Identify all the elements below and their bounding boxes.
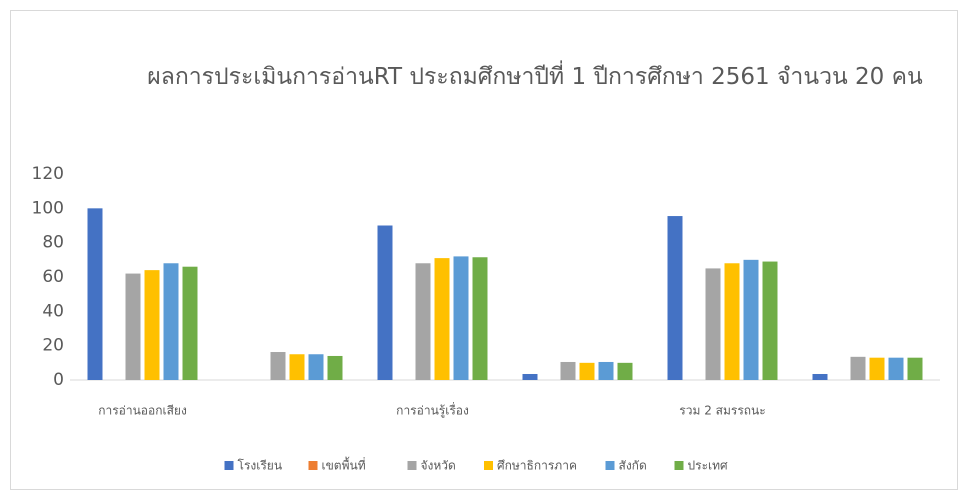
legend-swatch	[484, 461, 493, 470]
legend-label: โรงเรียน	[238, 459, 283, 473]
bar	[888, 357, 904, 380]
bar	[163, 263, 179, 380]
bar	[850, 356, 866, 380]
y-tick-label: 80	[42, 233, 64, 253]
bar	[472, 257, 488, 380]
bar	[453, 256, 469, 380]
bar	[579, 362, 595, 380]
legend-label: เขตพื้นที่	[322, 457, 366, 473]
bar	[724, 263, 740, 380]
bar	[182, 266, 198, 380]
bar	[289, 354, 305, 380]
chart-frame	[10, 10, 958, 490]
legend-swatch	[224, 461, 234, 470]
bar	[415, 263, 431, 380]
bar	[743, 259, 759, 380]
y-tick-label: 120	[32, 164, 64, 184]
x-tick-label: การอ่านออกเสียง	[98, 404, 187, 418]
bar	[762, 261, 778, 380]
bar	[87, 208, 103, 380]
y-tick-label: 40	[42, 301, 64, 321]
bar	[907, 357, 923, 380]
bar	[125, 273, 141, 380]
legend-swatch	[407, 461, 417, 470]
bar	[327, 355, 343, 380]
legend-swatch	[605, 461, 615, 470]
bar	[270, 352, 286, 380]
bar	[617, 362, 633, 380]
legend-swatch	[308, 461, 318, 470]
bar	[377, 225, 393, 380]
y-tick-label: 60	[42, 267, 64, 287]
chart-title: ผลการประเมินการอ่านRT ประถมศึกษาปีที่ 1 …	[147, 64, 923, 90]
bar	[522, 373, 538, 380]
bar	[869, 357, 885, 380]
bar	[434, 258, 450, 380]
legend-swatch	[674, 461, 684, 470]
legend-label: สังกัด	[619, 459, 647, 473]
bar	[812, 373, 828, 380]
bar	[144, 270, 160, 380]
legend-label: จังหวัด	[421, 459, 456, 473]
legend-label: ศึกษาธิการภาค	[497, 459, 577, 473]
y-tick-label: 100	[32, 198, 64, 218]
x-tick-label: การอ่านรู้เรื่อง	[396, 402, 469, 419]
bar	[308, 354, 324, 380]
legend-label: ประเทศ	[688, 459, 729, 473]
x-tick-label: รวม 2 สมรรถนะ	[679, 404, 765, 418]
bar	[598, 361, 614, 380]
bar	[667, 216, 683, 380]
y-tick-label: 0	[53, 370, 64, 390]
y-tick-label: 20	[42, 336, 64, 356]
bar	[560, 361, 576, 380]
bar	[705, 268, 721, 380]
